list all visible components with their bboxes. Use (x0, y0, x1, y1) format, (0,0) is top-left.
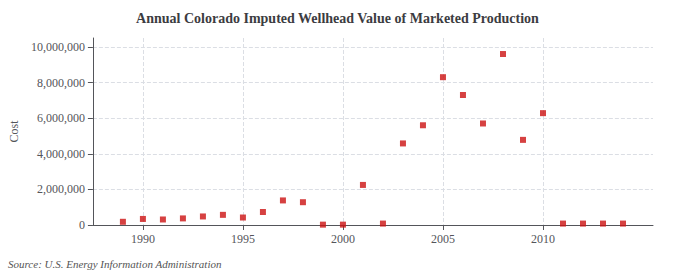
svg-text:2010: 2010 (531, 232, 555, 246)
svg-text:4,000,000: 4,000,000 (37, 147, 85, 161)
svg-text:8,000,000: 8,000,000 (37, 76, 85, 90)
svg-text:1995: 1995 (231, 232, 255, 246)
svg-text:0: 0 (79, 218, 85, 232)
svg-text:2005: 2005 (431, 232, 455, 246)
svg-text:6,000,000: 6,000,000 (37, 111, 85, 125)
svg-text:Source: U.S. Energy Informatio: Source: U.S. Energy Information Administ… (8, 258, 222, 270)
svg-text:Annual Colorado Imputed Wellhe: Annual Colorado Imputed Wellhead Value o… (136, 11, 539, 26)
svg-text:Cost: Cost (7, 120, 21, 143)
svg-text:2000: 2000 (331, 232, 355, 246)
svg-text:2,000,000: 2,000,000 (37, 182, 85, 196)
svg-text:1990: 1990 (131, 232, 155, 246)
svg-text:10,000,000: 10,000,000 (31, 40, 85, 54)
